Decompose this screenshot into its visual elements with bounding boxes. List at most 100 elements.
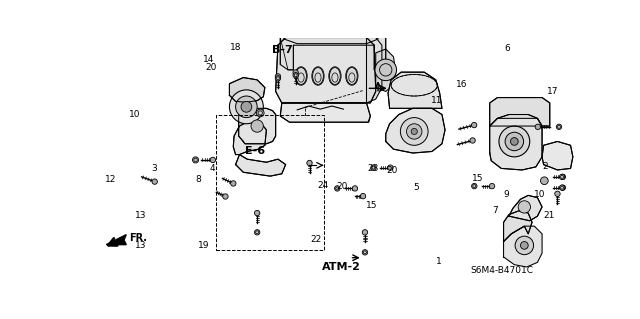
Circle shape: [372, 166, 375, 169]
Circle shape: [541, 177, 548, 185]
Circle shape: [362, 230, 367, 235]
Text: 3: 3: [152, 164, 157, 173]
Circle shape: [275, 74, 281, 79]
Polygon shape: [504, 226, 542, 267]
Circle shape: [518, 201, 531, 213]
Circle shape: [375, 59, 397, 81]
Polygon shape: [542, 141, 573, 170]
Circle shape: [223, 194, 228, 199]
Circle shape: [470, 138, 476, 143]
Polygon shape: [509, 195, 542, 221]
Text: 6: 6: [504, 44, 510, 53]
Circle shape: [561, 186, 564, 189]
Text: 18: 18: [230, 43, 241, 52]
Text: 15: 15: [472, 174, 484, 183]
Polygon shape: [388, 72, 442, 108]
Circle shape: [307, 160, 312, 166]
Polygon shape: [504, 211, 532, 241]
Bar: [216, 115, 324, 250]
Circle shape: [520, 241, 528, 249]
Circle shape: [258, 111, 262, 115]
Circle shape: [193, 157, 198, 163]
Circle shape: [560, 185, 566, 190]
Polygon shape: [276, 38, 376, 103]
Text: FR.: FR.: [129, 234, 147, 243]
Polygon shape: [284, 34, 378, 44]
Circle shape: [499, 126, 530, 157]
Text: 12: 12: [104, 175, 116, 184]
Circle shape: [511, 137, 518, 145]
Polygon shape: [280, 34, 386, 70]
Circle shape: [561, 175, 564, 178]
Polygon shape: [280, 103, 371, 122]
Polygon shape: [239, 108, 276, 144]
Circle shape: [293, 72, 298, 78]
Text: 9: 9: [504, 190, 509, 199]
Circle shape: [275, 76, 281, 81]
Text: B-7: B-7: [272, 45, 293, 55]
Circle shape: [364, 251, 367, 254]
Circle shape: [360, 193, 365, 199]
Circle shape: [336, 187, 339, 190]
Text: 22: 22: [310, 235, 322, 244]
Text: 10: 10: [129, 110, 140, 119]
Circle shape: [559, 174, 564, 180]
Polygon shape: [490, 115, 542, 170]
Circle shape: [406, 124, 422, 139]
Text: 10: 10: [534, 190, 546, 199]
Ellipse shape: [296, 68, 307, 85]
Circle shape: [236, 96, 257, 118]
Text: 13: 13: [135, 241, 147, 250]
Circle shape: [251, 120, 263, 132]
Circle shape: [490, 183, 495, 189]
Circle shape: [255, 210, 260, 216]
Text: 2: 2: [542, 161, 548, 171]
Circle shape: [515, 236, 534, 255]
Circle shape: [411, 128, 417, 135]
Circle shape: [255, 231, 259, 234]
Circle shape: [362, 250, 367, 255]
Circle shape: [210, 157, 216, 163]
Polygon shape: [386, 108, 445, 153]
Text: 20: 20: [336, 182, 348, 191]
Text: 19: 19: [198, 241, 209, 250]
Text: 24: 24: [317, 181, 329, 190]
Text: 15: 15: [365, 201, 377, 210]
Ellipse shape: [330, 68, 340, 85]
Circle shape: [152, 179, 157, 184]
Text: 8: 8: [195, 175, 201, 184]
Polygon shape: [490, 98, 550, 126]
Circle shape: [194, 158, 197, 162]
Circle shape: [230, 181, 236, 186]
Text: ATM-2: ATM-2: [323, 262, 361, 272]
Circle shape: [294, 74, 297, 77]
Circle shape: [257, 109, 264, 117]
Circle shape: [473, 185, 476, 188]
Circle shape: [241, 101, 252, 112]
Text: 20: 20: [387, 167, 397, 175]
Text: 1: 1: [435, 257, 441, 266]
Circle shape: [371, 165, 376, 170]
Circle shape: [335, 186, 340, 191]
Text: 13: 13: [135, 211, 147, 220]
Circle shape: [255, 230, 260, 235]
Circle shape: [559, 185, 564, 190]
Circle shape: [560, 174, 566, 180]
Polygon shape: [236, 154, 285, 176]
Circle shape: [388, 165, 393, 170]
Polygon shape: [367, 38, 382, 103]
Polygon shape: [230, 78, 265, 102]
Circle shape: [472, 122, 477, 128]
Text: 4: 4: [209, 164, 215, 173]
Circle shape: [557, 125, 561, 128]
Text: 11: 11: [431, 96, 442, 105]
Circle shape: [472, 183, 477, 189]
Text: 20: 20: [205, 63, 216, 72]
Text: 5: 5: [413, 183, 419, 192]
Text: 16: 16: [456, 80, 468, 89]
Circle shape: [352, 186, 358, 191]
Text: 21: 21: [543, 211, 554, 220]
Circle shape: [556, 124, 562, 130]
Polygon shape: [106, 235, 126, 245]
Text: E-6: E-6: [245, 146, 265, 156]
